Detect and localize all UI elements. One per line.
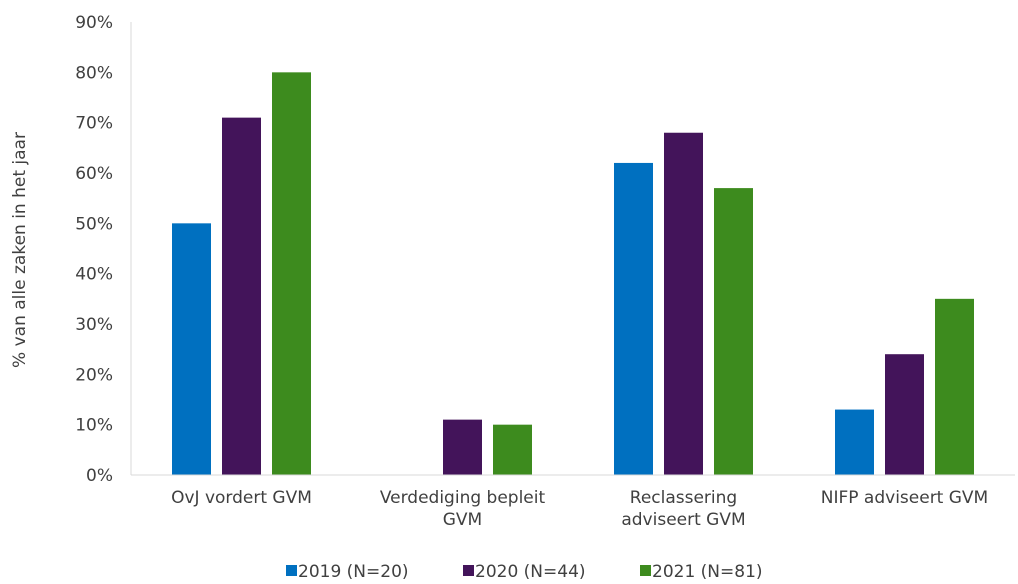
bar [885, 354, 924, 475]
legend-swatch [286, 565, 297, 576]
bar [172, 223, 211, 475]
x-axis: OvJ vordert GVM Verdediging bepleit GVM Rec… [131, 474, 1015, 530]
legend-swatch [640, 565, 651, 576]
legend-item: 2021 (N=81) [640, 562, 763, 582]
bar [664, 132, 703, 475]
y-tick-label: 80% [75, 63, 113, 83]
y-tick-label: 60% [75, 164, 113, 184]
legend-item: 2020 (N=44) [463, 562, 586, 582]
bar [493, 424, 532, 475]
legend-label: 2020 (N=44) [475, 562, 586, 582]
y-axis-label: % van alle zaken in het jaar [10, 132, 30, 368]
y-axis: 0% 10% 20% 30% 40% 50% 60% 70% 80% 90% [75, 13, 132, 486]
x-tick-label: Reclassering adviseert GVM [621, 488, 745, 530]
legend-swatch [463, 565, 474, 576]
y-tick-label: 70% [75, 114, 113, 134]
bar [272, 72, 311, 475]
y-tick-label: 10% [75, 416, 113, 436]
legend: 2019 (N=20) 2020 (N=44) 2021 (N=81) [286, 562, 763, 582]
bar [935, 298, 974, 475]
bar [443, 419, 482, 475]
y-tick-label: 50% [75, 214, 113, 234]
y-tick-label: 20% [75, 365, 113, 385]
x-tick-label: NIFP adviseert GVM [821, 488, 988, 508]
legend-item: 2019 (N=20) [286, 562, 409, 582]
bar [614, 162, 653, 475]
legend-label: 2021 (N=81) [652, 562, 763, 582]
y-tick-label: 90% [75, 13, 113, 33]
x-tick-label: Verdediging bepleit GVM [380, 488, 546, 530]
bar [222, 117, 261, 475]
y-tick-label: 0% [86, 466, 113, 486]
bar [835, 409, 874, 475]
y-tick-label: 40% [75, 265, 113, 285]
y-tick-label: 30% [75, 315, 113, 335]
bar [714, 188, 753, 475]
legend-label: 2019 (N=20) [298, 562, 409, 582]
bars [172, 72, 974, 475]
x-tick-label: OvJ vordert GVM [171, 488, 312, 508]
